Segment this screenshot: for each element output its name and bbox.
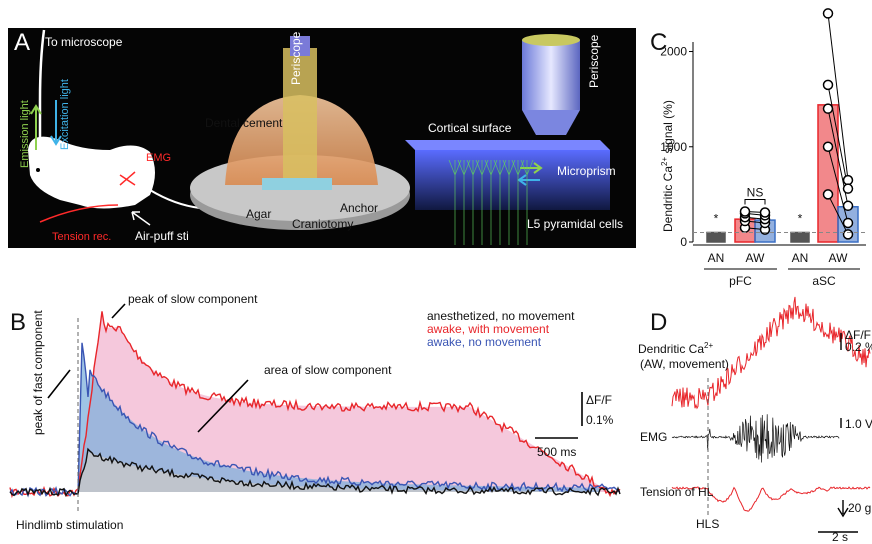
point [824, 104, 833, 113]
y-axis-label: Dendritic Ca2+ signal (%) [660, 100, 675, 232]
point [824, 80, 833, 89]
point [844, 218, 853, 227]
trace-label: Tension of HL [640, 485, 714, 499]
label: Microprism [557, 164, 616, 178]
point [741, 207, 750, 216]
panel-label: A [14, 29, 30, 56]
trace-emg [672, 414, 839, 462]
trace-label: Dendritic Ca2+ [638, 341, 713, 356]
legend-entry: awake, no movement [427, 335, 542, 349]
cortex [415, 150, 610, 210]
point [824, 9, 833, 18]
label: Excitation light [59, 79, 71, 150]
x-tick-label: AW [746, 251, 766, 265]
scale-label: 500 ms [537, 445, 576, 459]
annotation: * [714, 211, 719, 225]
point [844, 230, 853, 239]
panel-label: B [10, 309, 26, 336]
label: Dental cement [205, 116, 283, 130]
periscope-cap [522, 34, 580, 46]
panel-label: D [650, 309, 667, 336]
label: Cortical surface [428, 121, 512, 135]
annotation: NS [747, 186, 764, 200]
scale-label: 20 g [848, 501, 871, 515]
bar [791, 232, 809, 242]
cortical-surface [405, 140, 610, 150]
label: Air-puff sti [135, 229, 189, 243]
label: Periscope [289, 31, 303, 85]
label: Periscope [587, 34, 601, 88]
agar [262, 178, 332, 190]
scale-label: 1.0 V [845, 417, 872, 431]
text: 2+ [704, 341, 713, 350]
text: Dendritic Ca [638, 342, 704, 356]
y-tick-label: 1000 [660, 140, 687, 154]
y-tick-label: 0 [680, 235, 687, 249]
x-tick-label: AN [708, 251, 725, 265]
trace-label: (AW, movement) [640, 357, 729, 371]
annotation: Hindlimb stimulation [16, 518, 123, 532]
label: L5 pyramidal cells [527, 217, 623, 231]
annotation: peak of slow component [128, 292, 258, 306]
significance-bracket [745, 200, 765, 205]
annotation: HLS [696, 517, 719, 531]
label: Agar [246, 207, 271, 221]
label: Craniotomy [292, 217, 353, 231]
point [844, 176, 853, 185]
periscope-body [522, 40, 580, 110]
label: Anchor [340, 201, 378, 215]
label: To microscope [45, 35, 123, 49]
annotation: area of slow component [264, 363, 392, 377]
point [824, 142, 833, 151]
label: Emission light [19, 100, 31, 168]
scale-label: 2 s [832, 530, 848, 544]
label: Tension rec. [52, 231, 111, 243]
scale-label: ΔF/F [586, 393, 612, 407]
mouse-eye [36, 168, 40, 172]
point [844, 201, 853, 210]
scale-bar [535, 392, 582, 438]
point [824, 190, 833, 199]
scale-label: 0.1% [586, 413, 614, 427]
point [761, 208, 770, 217]
x-tick-label: AW [829, 251, 849, 265]
x-tick-label: AN [792, 251, 809, 265]
legend-entry: anesthetized, no movement [427, 309, 575, 323]
scale-label: 0.2 % [845, 340, 872, 354]
trace-label: EMG [640, 430, 667, 444]
annotation: peak of fast component [31, 310, 45, 435]
figure: A To microscope Emission light Excitatio… [0, 0, 872, 544]
text: 2+ [660, 157, 669, 166]
text: Dendritic Ca [661, 166, 675, 232]
group-label: pFC [729, 274, 752, 288]
group-label: aSC [812, 274, 836, 288]
point [844, 184, 853, 193]
legend-entry: awake, with movement [427, 322, 550, 336]
bar [707, 232, 725, 242]
label: EMG [146, 152, 171, 164]
annotation: * [798, 211, 803, 225]
y-tick-label: 2000 [660, 45, 687, 59]
